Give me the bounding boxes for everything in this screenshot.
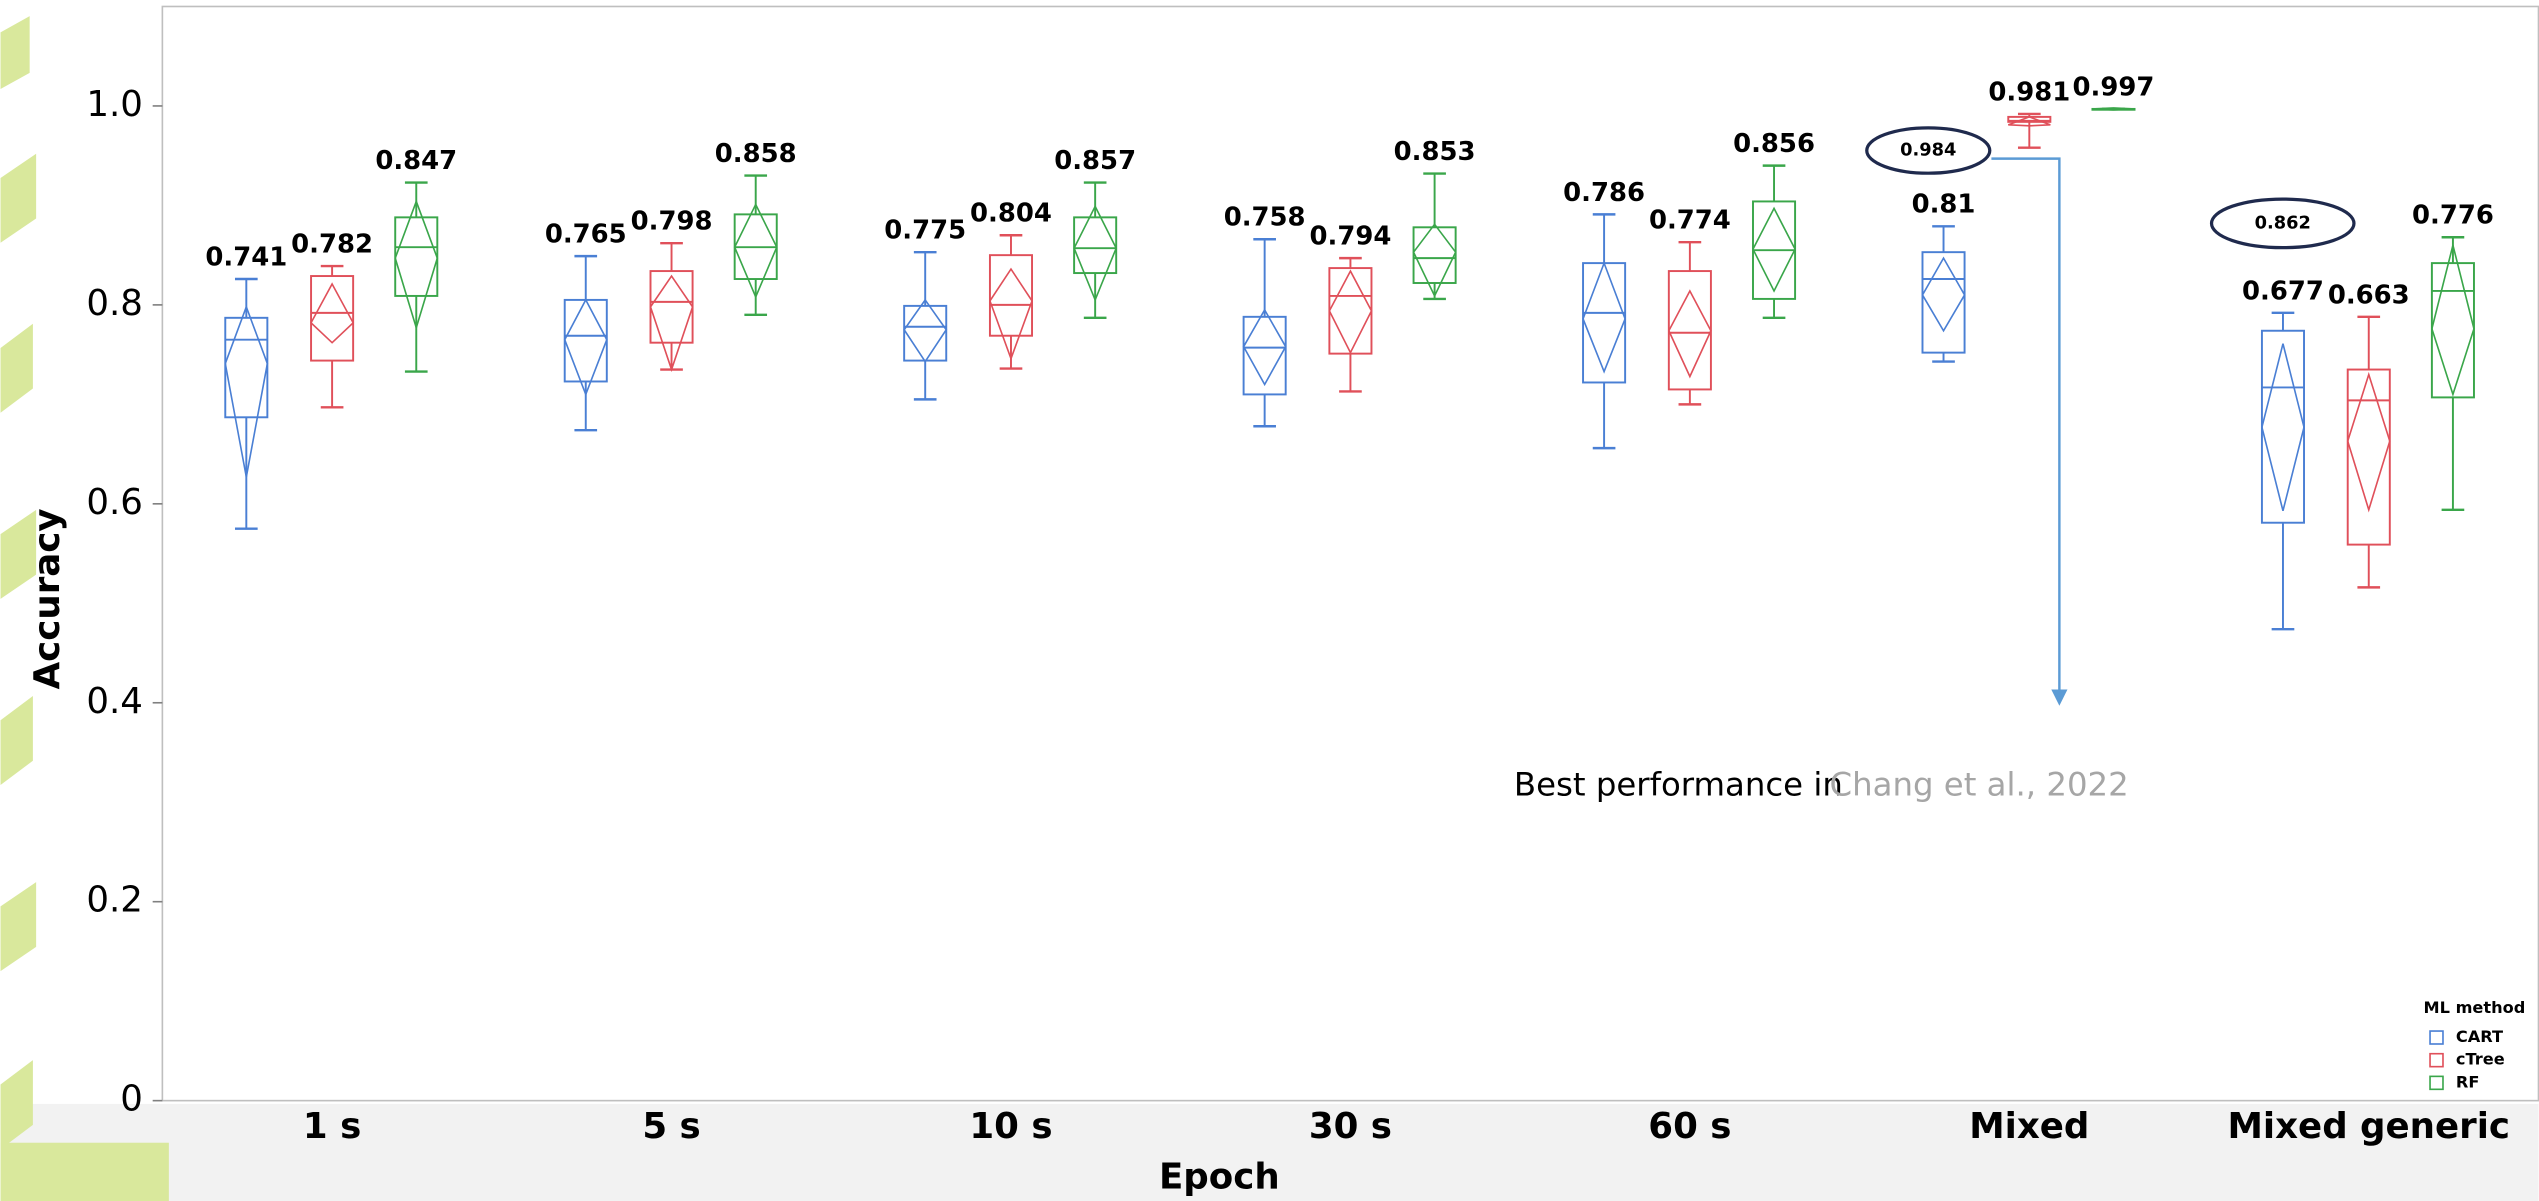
- value-label: 0.798: [631, 207, 713, 237]
- note: Best performance in Chang et al., 2022: [1514, 766, 2129, 804]
- x-axis-title: Epoch: [1159, 1156, 1280, 1197]
- value-label: 0.775: [884, 216, 966, 246]
- x-tick-label: 30 s: [1309, 1106, 1392, 1147]
- page: {"chart_data": { "type": "box", "y_label…: [0, 0, 2539, 1201]
- legend-title: ML method: [2424, 998, 2526, 1017]
- y-tick-label: 0.2: [86, 880, 143, 921]
- value-label: 0.677: [2242, 276, 2324, 306]
- note-text: Best performance in: [1514, 766, 1843, 804]
- value-label: 0.847: [375, 146, 457, 176]
- value-label: 0.765: [545, 220, 627, 250]
- x-tick-label: 10 s: [969, 1106, 1052, 1147]
- value-label: 0.858: [715, 139, 797, 169]
- value-label: 0.786: [1563, 178, 1645, 208]
- note-citation: Chang et al., 2022: [1830, 766, 2129, 804]
- value-label: 0.997: [2073, 72, 2155, 102]
- value-label: 0.981: [1988, 77, 2070, 107]
- value-label: 0.856: [1733, 129, 1815, 159]
- y-tick-label: 0.6: [86, 482, 143, 523]
- value-label: 0.857: [1054, 146, 1136, 176]
- value-label: 0.804: [970, 199, 1052, 229]
- annotation-text: 0.862: [2255, 212, 2311, 233]
- x-tick-label: 1 s: [303, 1106, 361, 1147]
- y-tick-label: 1.0: [86, 84, 143, 125]
- legend-label: cTree: [2456, 1050, 2505, 1069]
- value-label: 0.794: [1310, 222, 1392, 252]
- x-tick-label: 5 s: [642, 1106, 700, 1147]
- x-tick-label: 60 s: [1648, 1106, 1731, 1147]
- value-label: 0.853: [1394, 137, 1476, 167]
- legend-label: CART: [2456, 1027, 2503, 1046]
- x-tick-label: Mixed: [1969, 1106, 2089, 1147]
- chart: Accuracy Epoch Best performance in Chang…: [0, 0, 2539, 1201]
- value-label: 0.774: [1649, 206, 1731, 236]
- legend-label: RF: [2456, 1072, 2480, 1091]
- y-tick-label: 0: [120, 1079, 143, 1120]
- annotation-text: 0.984: [1900, 140, 1956, 161]
- value-label: 0.782: [291, 230, 373, 260]
- x-tick-label: Mixed generic: [2227, 1106, 2510, 1147]
- y-tick-label: 0.8: [86, 283, 143, 324]
- value-label: 0.81: [1912, 190, 1976, 220]
- y-axis-title: Accuracy: [27, 508, 68, 689]
- value-label: 0.776: [2412, 201, 2494, 231]
- value-label: 0.758: [1224, 203, 1306, 233]
- stripe: [1, 1143, 169, 1201]
- value-label: 0.741: [205, 242, 287, 272]
- y-tick-label: 0.4: [86, 681, 143, 722]
- plot-area: [162, 6, 2538, 1100]
- value-label: 0.663: [2328, 280, 2410, 310]
